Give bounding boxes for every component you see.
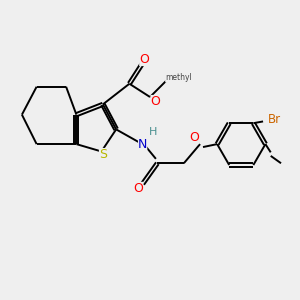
Text: O: O [139,53,149,66]
Text: N: N [138,138,147,151]
Text: O: O [133,182,143,195]
Text: Br: Br [268,113,281,126]
Text: S: S [99,148,107,161]
Text: methyl: methyl [165,74,192,82]
Text: O: O [189,131,199,144]
Text: O: O [150,95,160,108]
Text: H: H [149,127,157,137]
